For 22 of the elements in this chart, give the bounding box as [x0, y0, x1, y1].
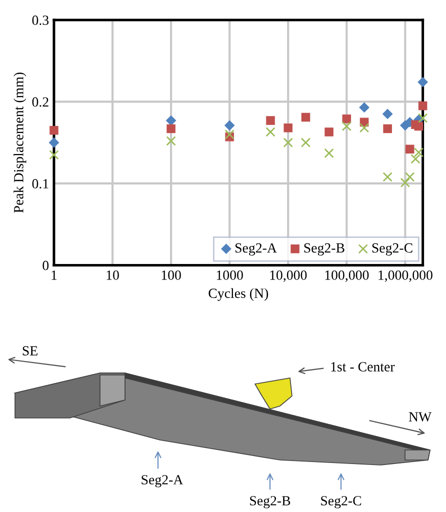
x-tick-label: 1,000,000 [378, 270, 432, 282]
text: Seg2-C [321, 496, 362, 508]
text: SE [22, 346, 38, 356]
x-tick-label: 10 [106, 270, 119, 280]
text: Seg2-A [142, 475, 184, 488]
x-tick-label: 1 [52, 270, 57, 280]
legend-label: Seg2-A [235, 243, 277, 256]
y-axis-title: Peak Displacement (mm) [14, 72, 26, 213]
text: 1st - Center [331, 362, 395, 372]
text: NW [408, 412, 432, 422]
y-tick-label: 0.3 [32, 16, 49, 25]
x-tick-label: 100 [162, 270, 181, 280]
y-tick-label: 0.2 [32, 97, 48, 107]
y-tick-label: 0 [42, 260, 49, 270]
x-tick-label: 1000 [216, 270, 243, 280]
x-tick-label: 10,000 [270, 270, 307, 282]
legend-label: Seg2-B [304, 243, 344, 256]
legend-label: Seg2-C [372, 243, 412, 256]
text: Seg2-B [250, 496, 290, 508]
y-tick-label: 0.1 [32, 179, 48, 188]
x-tick-label: 100,000 [325, 270, 369, 282]
x-axis-title: Cycles (N) [208, 288, 268, 301]
